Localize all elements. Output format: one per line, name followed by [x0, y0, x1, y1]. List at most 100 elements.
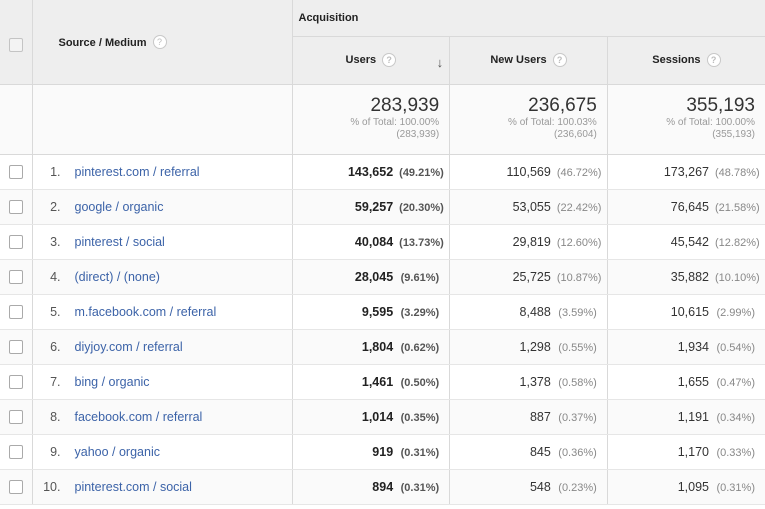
new-users-total-pct: % of Total: 100.03%	[508, 116, 597, 128]
table-row: 5. m.facebook.com / referral 9,595 (3.29%)…	[0, 294, 765, 330]
sessions-value: 76,645	[670, 199, 709, 214]
new-users-pct: (0.55%)	[558, 341, 597, 354]
sessions-value: 35,882	[670, 269, 709, 284]
row-index: 8.	[50, 409, 61, 424]
users-total-base: (283,939)	[396, 128, 440, 140]
new-users-value: 1,298	[519, 339, 551, 354]
new-users-value: 548	[529, 479, 551, 494]
users-value: 1,804	[361, 339, 394, 354]
new-users-pct: (22.42%)	[556, 201, 602, 214]
sessions-pct: (48.78%)	[715, 166, 760, 179]
sessions-total-pct: % of Total: 100.00%	[666, 116, 755, 128]
row-checkbox[interactable]	[8, 444, 23, 459]
dimension-header[interactable]: Source / Medium?	[32, 0, 293, 85]
row-index: 10.	[43, 479, 61, 494]
row-checkbox[interactable]	[8, 234, 23, 249]
sessions-pct: (0.34%)	[716, 411, 755, 424]
new-users-column-header[interactable]: New Users?	[449, 36, 608, 85]
new-users-value: 845	[529, 444, 551, 459]
new-users-pct: (10.87%)	[556, 271, 602, 284]
sessions-value: 1,655	[677, 374, 709, 389]
new-users-value: 887	[529, 409, 551, 424]
table-row: 2. google / organic 59,257 (20.30%) 53,055…	[0, 189, 765, 225]
sessions-column-header[interactable]: Sessions?	[607, 36, 765, 85]
sessions-pct: (2.99%)	[716, 306, 755, 319]
users-pct: (9.61%)	[400, 271, 440, 284]
users-pct: (0.31%)	[400, 481, 440, 494]
source-medium-link[interactable]: pinterest.com / referral	[74, 164, 200, 179]
new-users-header-label: New Users	[490, 53, 547, 66]
sessions-value: 173,267	[663, 164, 709, 179]
users-pct: (0.31%)	[400, 446, 440, 459]
new-users-total-base: (236,604)	[554, 128, 597, 140]
sessions-value: 1,095	[677, 479, 709, 494]
users-pct: (13.73%)	[399, 236, 444, 249]
sessions-pct: (12.82%)	[715, 236, 760, 249]
source-medium-link[interactable]: diyjoy.com / referral	[74, 339, 183, 354]
row-checkbox[interactable]	[8, 339, 23, 354]
users-pct: (0.62%)	[400, 341, 440, 354]
source-medium-link[interactable]: pinterest.com / social	[74, 479, 192, 494]
source-medium-link[interactable]: facebook.com / referral	[74, 409, 203, 424]
arrow-down-icon[interactable]: ↓	[436, 54, 444, 70]
users-value: 40,084	[354, 234, 394, 249]
new-users-total: 236,675	[528, 94, 597, 116]
source-medium-link[interactable]: yahoo / organic	[74, 444, 160, 459]
row-index: 2.	[50, 199, 61, 214]
new-users-value: 1,378	[519, 374, 551, 389]
row-checkbox[interactable]	[8, 374, 23, 389]
users-total-cell: 283,939 % of Total: 100.00% (283,939)	[292, 84, 451, 155]
new-users-pct: (3.59%)	[558, 306, 597, 319]
dimension-header-label: Source / Medium	[58, 36, 147, 49]
select-all-checkbox[interactable]	[8, 37, 23, 52]
row-checkbox[interactable]	[8, 199, 23, 214]
source-medium-link[interactable]: google / organic	[74, 199, 164, 214]
users-value: 59,257	[354, 199, 394, 214]
sessions-pct: (0.54%)	[716, 341, 755, 354]
sessions-header-label: Sessions	[652, 53, 701, 66]
help-circle-icon[interactable]: ?	[382, 53, 397, 67]
sessions-value: 10,615	[670, 304, 709, 319]
new-users-pct: (12.60%)	[556, 236, 602, 249]
sessions-total-cell: 355,193 % of Total: 100.00% (355,193)	[607, 84, 765, 155]
sessions-total: 355,193	[686, 94, 755, 116]
users-column-header[interactable]: Users? ↓	[292, 36, 451, 85]
help-circle-icon[interactable]: ?	[552, 53, 567, 67]
row-checkbox[interactable]	[8, 304, 23, 319]
new-users-value: 110,569	[506, 164, 551, 179]
users-total: 283,939	[370, 94, 440, 116]
table-row: 10. pinterest.com / social 894 (0.31%) 548…	[0, 469, 765, 505]
users-value: 1,014	[361, 409, 394, 424]
sessions-pct: (21.58%)	[715, 201, 760, 214]
new-users-value: 25,725	[512, 269, 551, 284]
new-users-pct: (0.36%)	[558, 446, 597, 459]
table-row: 7. bing / organic 1,461 (0.50%) 1,378 (0.58…	[0, 364, 765, 400]
new-users-total-cell: 236,675 % of Total: 100.03% (236,604)	[449, 84, 608, 155]
sessions-value: 1,934	[677, 339, 709, 354]
row-checkbox[interactable]	[8, 409, 23, 424]
table-row: 8. facebook.com / referral 1,014 (0.35%) 8…	[0, 399, 765, 435]
row-checkbox[interactable]	[8, 479, 23, 494]
help-circle-icon[interactable]: ?	[152, 34, 167, 49]
users-pct: (20.30%)	[399, 201, 444, 214]
users-pct: (3.29%)	[400, 306, 440, 319]
new-users-value: 53,055	[512, 199, 551, 214]
users-value: 28,045	[354, 269, 394, 284]
source-medium-link[interactable]: pinterest / social	[74, 234, 165, 249]
table-row: 9. yahoo / organic 919 (0.31%) 845 (0.36%) …	[0, 434, 765, 470]
row-checkbox[interactable]	[8, 164, 23, 179]
source-medium-link[interactable]: m.facebook.com / referral	[74, 304, 217, 319]
row-index: 5.	[50, 304, 61, 319]
source-medium-link[interactable]: (direct) / (none)	[74, 269, 160, 284]
users-total-pct: % of Total: 100.00%	[350, 116, 440, 128]
sessions-pct: (0.33%)	[716, 446, 755, 459]
new-users-pct: (46.72%)	[556, 166, 602, 179]
users-pct: (49.21%)	[399, 166, 444, 179]
users-header-label: Users	[345, 53, 377, 66]
table-row: 1. pinterest.com / referral 143,652 (49.21…	[0, 154, 765, 190]
source-medium-link[interactable]: bing / organic	[74, 374, 150, 389]
row-checkbox[interactable]	[8, 269, 23, 284]
sessions-pct: (0.47%)	[716, 376, 755, 389]
help-circle-icon[interactable]: ?	[706, 53, 721, 67]
